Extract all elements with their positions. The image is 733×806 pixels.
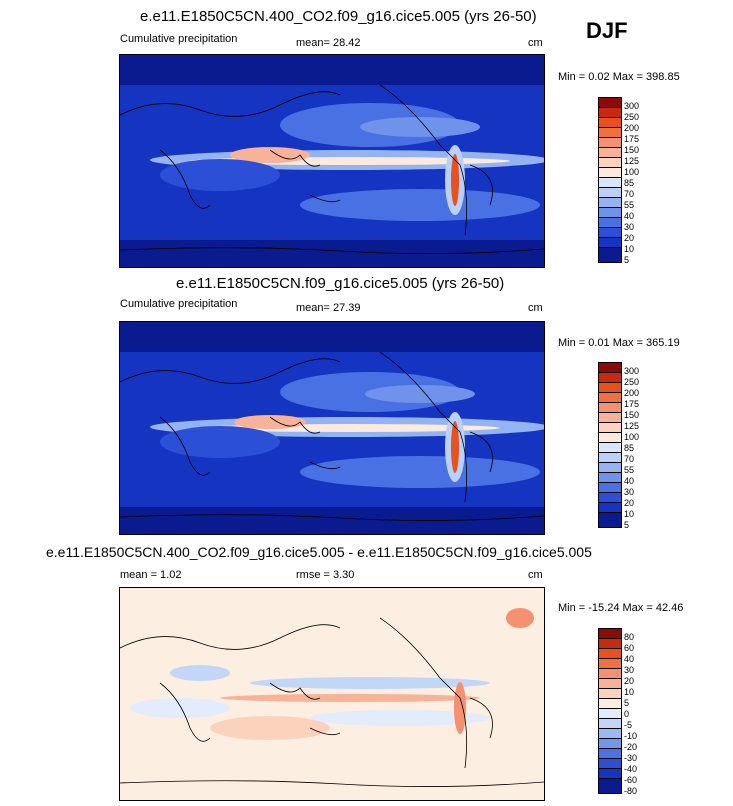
tick-label: 40 xyxy=(624,476,635,486)
tick-label: 300 xyxy=(624,101,640,111)
tick-label: -30 xyxy=(624,753,638,763)
tick-label: 70 xyxy=(624,189,635,199)
tick-label: 100 xyxy=(624,167,640,177)
panel-mean: mean= 27.39 xyxy=(296,302,361,314)
colorbar-3 xyxy=(598,628,622,794)
difference-map xyxy=(119,587,545,801)
tick-label: 40 xyxy=(624,211,635,221)
tick-label: 30 xyxy=(624,222,635,232)
panel-minmax: Min = 0.01 Max = 365.19 xyxy=(558,337,680,349)
tick-label: -80 xyxy=(624,786,638,796)
panel-unit: cm xyxy=(528,37,543,49)
tick-label: 125 xyxy=(624,156,640,166)
panel-minmax: Min = -15.24 Max = 42.46 xyxy=(558,602,684,614)
tick-label: 5 xyxy=(624,698,630,708)
tick-label: -5 xyxy=(624,720,633,730)
tick-label: 30 xyxy=(624,487,635,497)
tick-label: 70 xyxy=(624,454,635,464)
tick-label: -40 xyxy=(624,764,638,774)
tick-label: 80 xyxy=(624,632,635,642)
tick-label: 175 xyxy=(624,134,640,144)
tick-label: -10 xyxy=(624,731,638,741)
colorbar-1 xyxy=(598,97,622,263)
panel-unit: cm xyxy=(528,569,543,581)
precip-map xyxy=(119,54,545,268)
tick-label: 250 xyxy=(624,377,640,387)
panel-unit: cm xyxy=(528,302,543,314)
tick-label: 150 xyxy=(624,145,640,155)
tick-label: 55 xyxy=(624,465,635,475)
panel-mean: mean = 1.02 xyxy=(120,569,182,581)
panel-rmse: rmse = 3.30 xyxy=(296,569,355,581)
panel-title: e.e11.E1850C5CN.f09_g16.cice5.005 (yrs 2… xyxy=(176,275,505,292)
tick-label: 125 xyxy=(624,421,640,431)
tick-label: 30 xyxy=(624,665,635,675)
tick-label: 200 xyxy=(624,123,640,133)
tick-label: 20 xyxy=(624,233,635,243)
tick-label: 60 xyxy=(624,643,635,653)
tick-label: 5 xyxy=(624,255,630,265)
season-label: DJF xyxy=(586,18,628,43)
tick-label: 20 xyxy=(624,676,635,686)
colorbar-2 xyxy=(598,362,622,528)
panel-left-label: Cumulative precipitation xyxy=(120,33,238,45)
tick-label: 10 xyxy=(624,244,635,254)
tick-label: -20 xyxy=(624,742,638,752)
tick-label: 200 xyxy=(624,388,640,398)
tick-label: 10 xyxy=(624,509,635,519)
panel-left-label: Cumulative precipitation xyxy=(120,298,238,310)
tick-label: 10 xyxy=(624,687,635,697)
tick-label: 150 xyxy=(624,410,640,420)
tick-label: 85 xyxy=(624,178,635,188)
panel-title: e.e11.E1850C5CN.400_CO2.f09_g16.cice5.00… xyxy=(140,8,537,25)
tick-label: 55 xyxy=(624,200,635,210)
tick-label: 40 xyxy=(624,654,635,664)
tick-label: -60 xyxy=(624,775,638,785)
tick-label: 85 xyxy=(624,443,635,453)
tick-label: 20 xyxy=(624,498,635,508)
panel-title: e.e11.E1850C5CN.400_CO2.f09_g16.cice5.00… xyxy=(46,544,592,560)
panel-minmax: Min = 0.02 Max = 398.85 xyxy=(558,71,680,83)
panel-mean: mean= 28.42 xyxy=(296,37,361,49)
tick-label: 175 xyxy=(624,399,640,409)
precip-map xyxy=(119,321,545,535)
tick-label: 5 xyxy=(624,520,630,530)
tick-label: 0 xyxy=(624,709,630,719)
tick-label: 250 xyxy=(624,112,640,122)
tick-label: 100 xyxy=(624,432,640,442)
tick-label: 300 xyxy=(624,366,640,376)
